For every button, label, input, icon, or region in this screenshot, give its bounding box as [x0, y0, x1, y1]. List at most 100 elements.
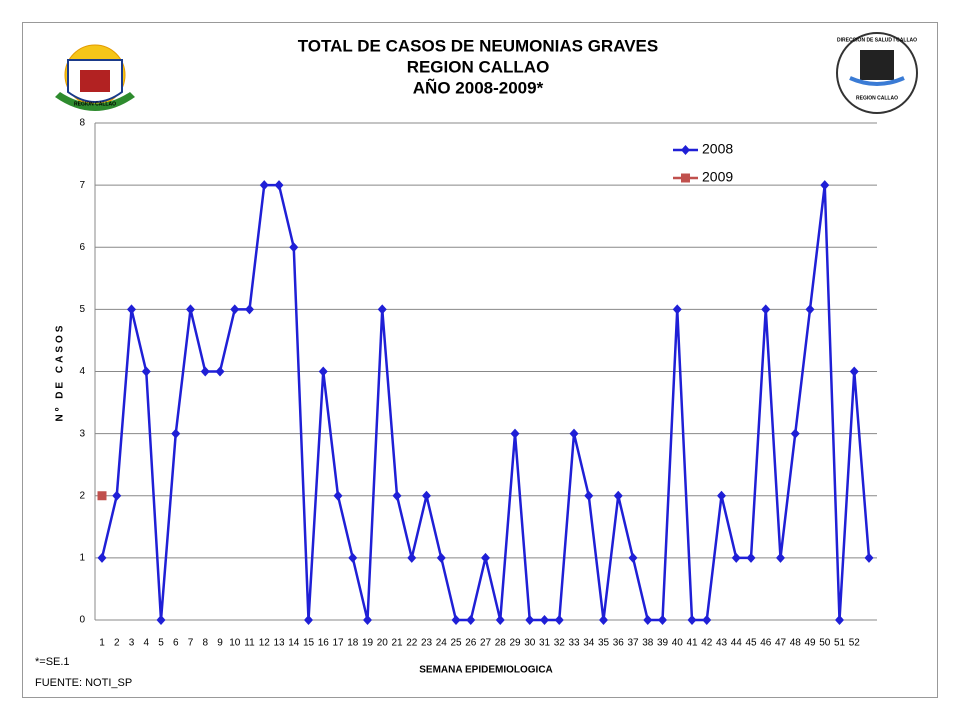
- x-tick-label: 37: [627, 638, 639, 649]
- x-tick-label: 43: [716, 638, 728, 649]
- data-point: [643, 615, 653, 625]
- x-tick-label: 12: [259, 638, 271, 649]
- x-tick-label: 22: [406, 638, 418, 649]
- chart-title: REGION CALLAO: [407, 57, 550, 76]
- data-point: [628, 552, 638, 563]
- data-point: [127, 304, 136, 315]
- data-point: [746, 552, 756, 563]
- data-point: [215, 366, 225, 377]
- x-tick-label: 13: [273, 638, 285, 649]
- data-point: [613, 490, 623, 501]
- data-point: [790, 428, 800, 439]
- x-tick-label: 30: [524, 638, 536, 649]
- x-tick-label: 50: [819, 638, 831, 649]
- x-tick-label: 7: [188, 638, 194, 649]
- data-point: [141, 366, 151, 377]
- x-tick-label: 15: [303, 638, 315, 649]
- data-point: [451, 615, 461, 625]
- x-axis-label: SEMANA EPIDEMIOLOGICA: [419, 665, 553, 676]
- data-point: [510, 428, 520, 439]
- data-point: [658, 615, 667, 625]
- x-tick-label: 39: [657, 638, 669, 649]
- x-tick-label: 26: [465, 638, 477, 649]
- x-tick-label: 17: [332, 638, 344, 649]
- x-tick-label: 3: [129, 638, 135, 649]
- legend-marker: [681, 145, 690, 155]
- x-tick-label: 1: [99, 638, 105, 649]
- x-tick-label: 48: [790, 638, 802, 649]
- data-point: [97, 552, 107, 563]
- logo-left: REGION CALLAO: [55, 44, 135, 111]
- data-point: [97, 491, 107, 501]
- x-tick-label: 51: [834, 638, 846, 649]
- chart-title: TOTAL DE CASOS DE NEUMONIAS GRAVES: [298, 36, 659, 55]
- data-point: [687, 615, 697, 625]
- data-point: [481, 552, 490, 563]
- data-point: [599, 615, 608, 625]
- footnote: FUENTE: NOTI_SP: [35, 677, 132, 689]
- data-point: [363, 615, 372, 625]
- y-tick-label: 1: [79, 553, 85, 564]
- x-tick-label: 36: [613, 638, 625, 649]
- y-tick-label: 0: [79, 615, 85, 626]
- x-tick-label: 6: [173, 638, 179, 649]
- x-tick-label: 49: [804, 638, 816, 649]
- x-tick-label: 29: [509, 638, 521, 649]
- data-point: [422, 490, 431, 501]
- x-tick-label: 18: [347, 638, 359, 649]
- data-point: [230, 304, 240, 315]
- data-point: [717, 490, 726, 501]
- chart-title: AÑO 2008-2009*: [413, 77, 544, 97]
- data-point: [864, 552, 874, 563]
- data-point: [554, 615, 564, 625]
- data-point: [392, 490, 402, 501]
- x-tick-label: 28: [495, 638, 507, 649]
- y-tick-label: 2: [79, 490, 85, 501]
- x-tick-label: 4: [143, 638, 149, 649]
- data-point: [200, 366, 210, 377]
- data-point: [407, 552, 417, 563]
- data-point: [466, 615, 476, 625]
- data-point: [156, 615, 166, 625]
- x-tick-label: 24: [436, 638, 448, 649]
- data-point: [495, 615, 505, 625]
- data-point: [672, 304, 682, 315]
- x-tick-label: 2: [114, 638, 120, 649]
- x-tick-label: 40: [672, 638, 684, 649]
- logo-text: REGION CALLAO: [74, 101, 116, 107]
- x-tick-label: 23: [421, 638, 433, 649]
- data-point: [569, 428, 579, 439]
- y-tick-label: 8: [79, 118, 85, 129]
- logo-text: DIRECCION DE SALUD I CALLAO: [837, 37, 917, 43]
- y-tick-label: 7: [79, 180, 85, 191]
- x-tick-label: 31: [539, 638, 551, 649]
- x-tick-label: 35: [598, 638, 610, 649]
- x-tick-label: 42: [701, 638, 713, 649]
- x-tick-label: 8: [202, 638, 208, 649]
- y-tick-label: 3: [79, 428, 85, 439]
- data-point: [805, 304, 815, 315]
- x-tick-label: 52: [849, 638, 861, 649]
- data-point: [584, 490, 594, 501]
- data-point: [436, 552, 446, 563]
- y-axis-label: Nº DE CASOS: [55, 323, 66, 422]
- y-tick-label: 4: [79, 366, 85, 377]
- data-point: [274, 180, 284, 191]
- x-tick-label: 47: [775, 638, 787, 649]
- x-tick-label: 14: [288, 638, 300, 649]
- data-point: [171, 428, 181, 439]
- x-tick-label: 34: [583, 638, 595, 649]
- data-point: [540, 615, 549, 625]
- data-point: [849, 366, 859, 377]
- x-tick-label: 27: [480, 638, 492, 649]
- x-tick-label: 41: [686, 638, 698, 649]
- y-tick-label: 6: [79, 242, 85, 253]
- legend-label: 2009: [702, 169, 733, 185]
- x-tick-label: 19: [362, 638, 374, 649]
- x-tick-label: 20: [377, 638, 389, 649]
- data-point: [289, 242, 299, 253]
- x-tick-label: 38: [642, 638, 654, 649]
- data-point: [702, 615, 712, 625]
- data-point: [776, 552, 785, 563]
